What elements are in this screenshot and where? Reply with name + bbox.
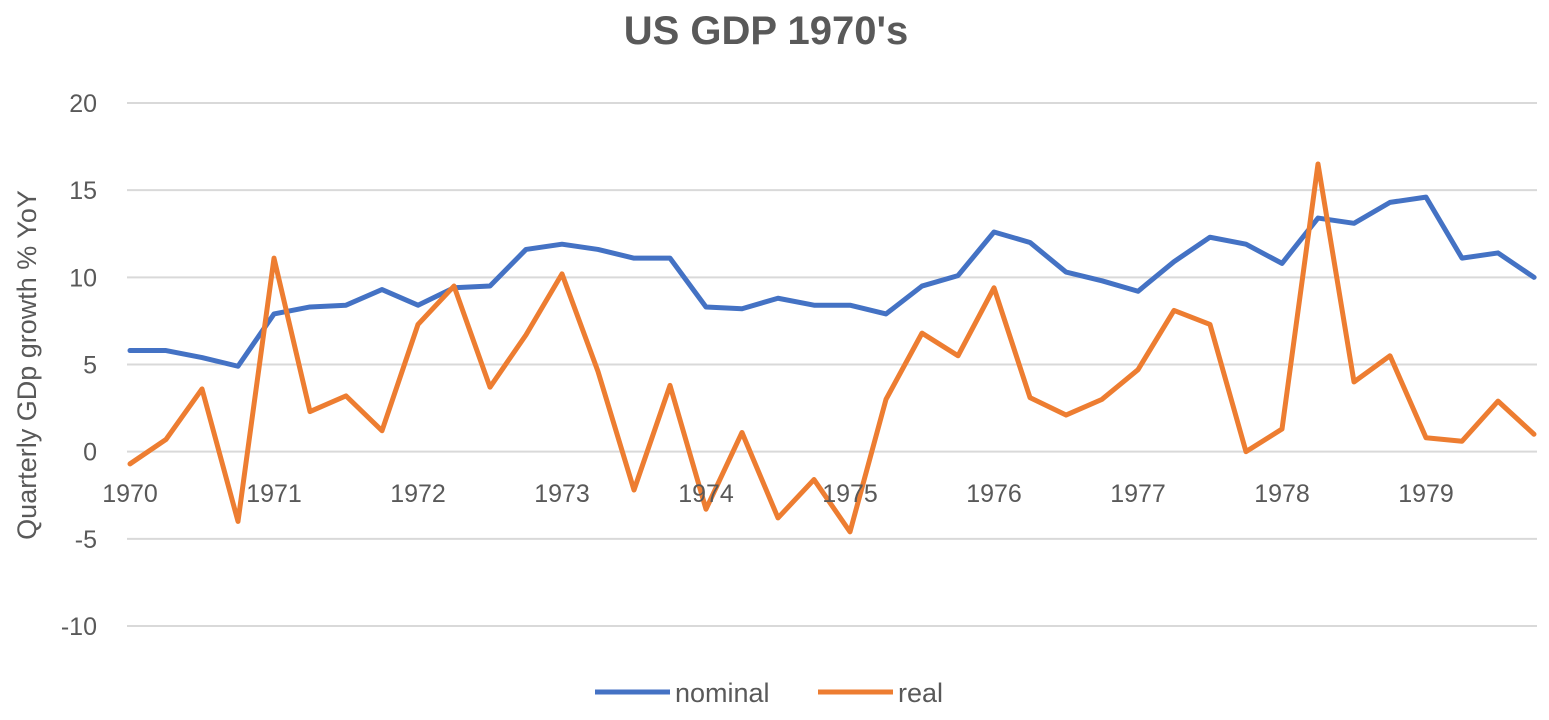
x-tick-label: 1973 xyxy=(534,480,590,508)
y-tick-label: 5 xyxy=(83,352,97,380)
y-axis-label: Quarterly GDp growth % YoY xyxy=(12,190,42,540)
x-tick-label: 1970 xyxy=(102,480,158,508)
x-tick-label: 1979 xyxy=(1398,480,1454,508)
legend-label-real: real xyxy=(898,678,943,708)
y-tick-label: 10 xyxy=(69,264,97,292)
x-tick-label: 1975 xyxy=(822,480,878,508)
series-line-nominal xyxy=(127,194,1537,369)
legend-label-nominal: nominal xyxy=(675,678,770,708)
y-tick-label: -10 xyxy=(61,613,97,641)
x-tick-label: 1976 xyxy=(966,480,1022,508)
x-tick-label: 1972 xyxy=(390,480,446,508)
y-tick-label: 15 xyxy=(69,177,97,205)
x-tick-label: 1978 xyxy=(1254,480,1310,508)
y-tick-label: -5 xyxy=(75,526,97,554)
x-tick-label: 1977 xyxy=(1110,480,1166,508)
y-tick-label: 20 xyxy=(69,90,97,118)
y-tick-label: 0 xyxy=(83,439,97,467)
x-tick-label: 1974 xyxy=(678,480,734,508)
x-tick-label: 1971 xyxy=(246,480,302,508)
chart-title: US GDP 1970's xyxy=(624,9,909,53)
series-line-real xyxy=(127,161,1537,535)
